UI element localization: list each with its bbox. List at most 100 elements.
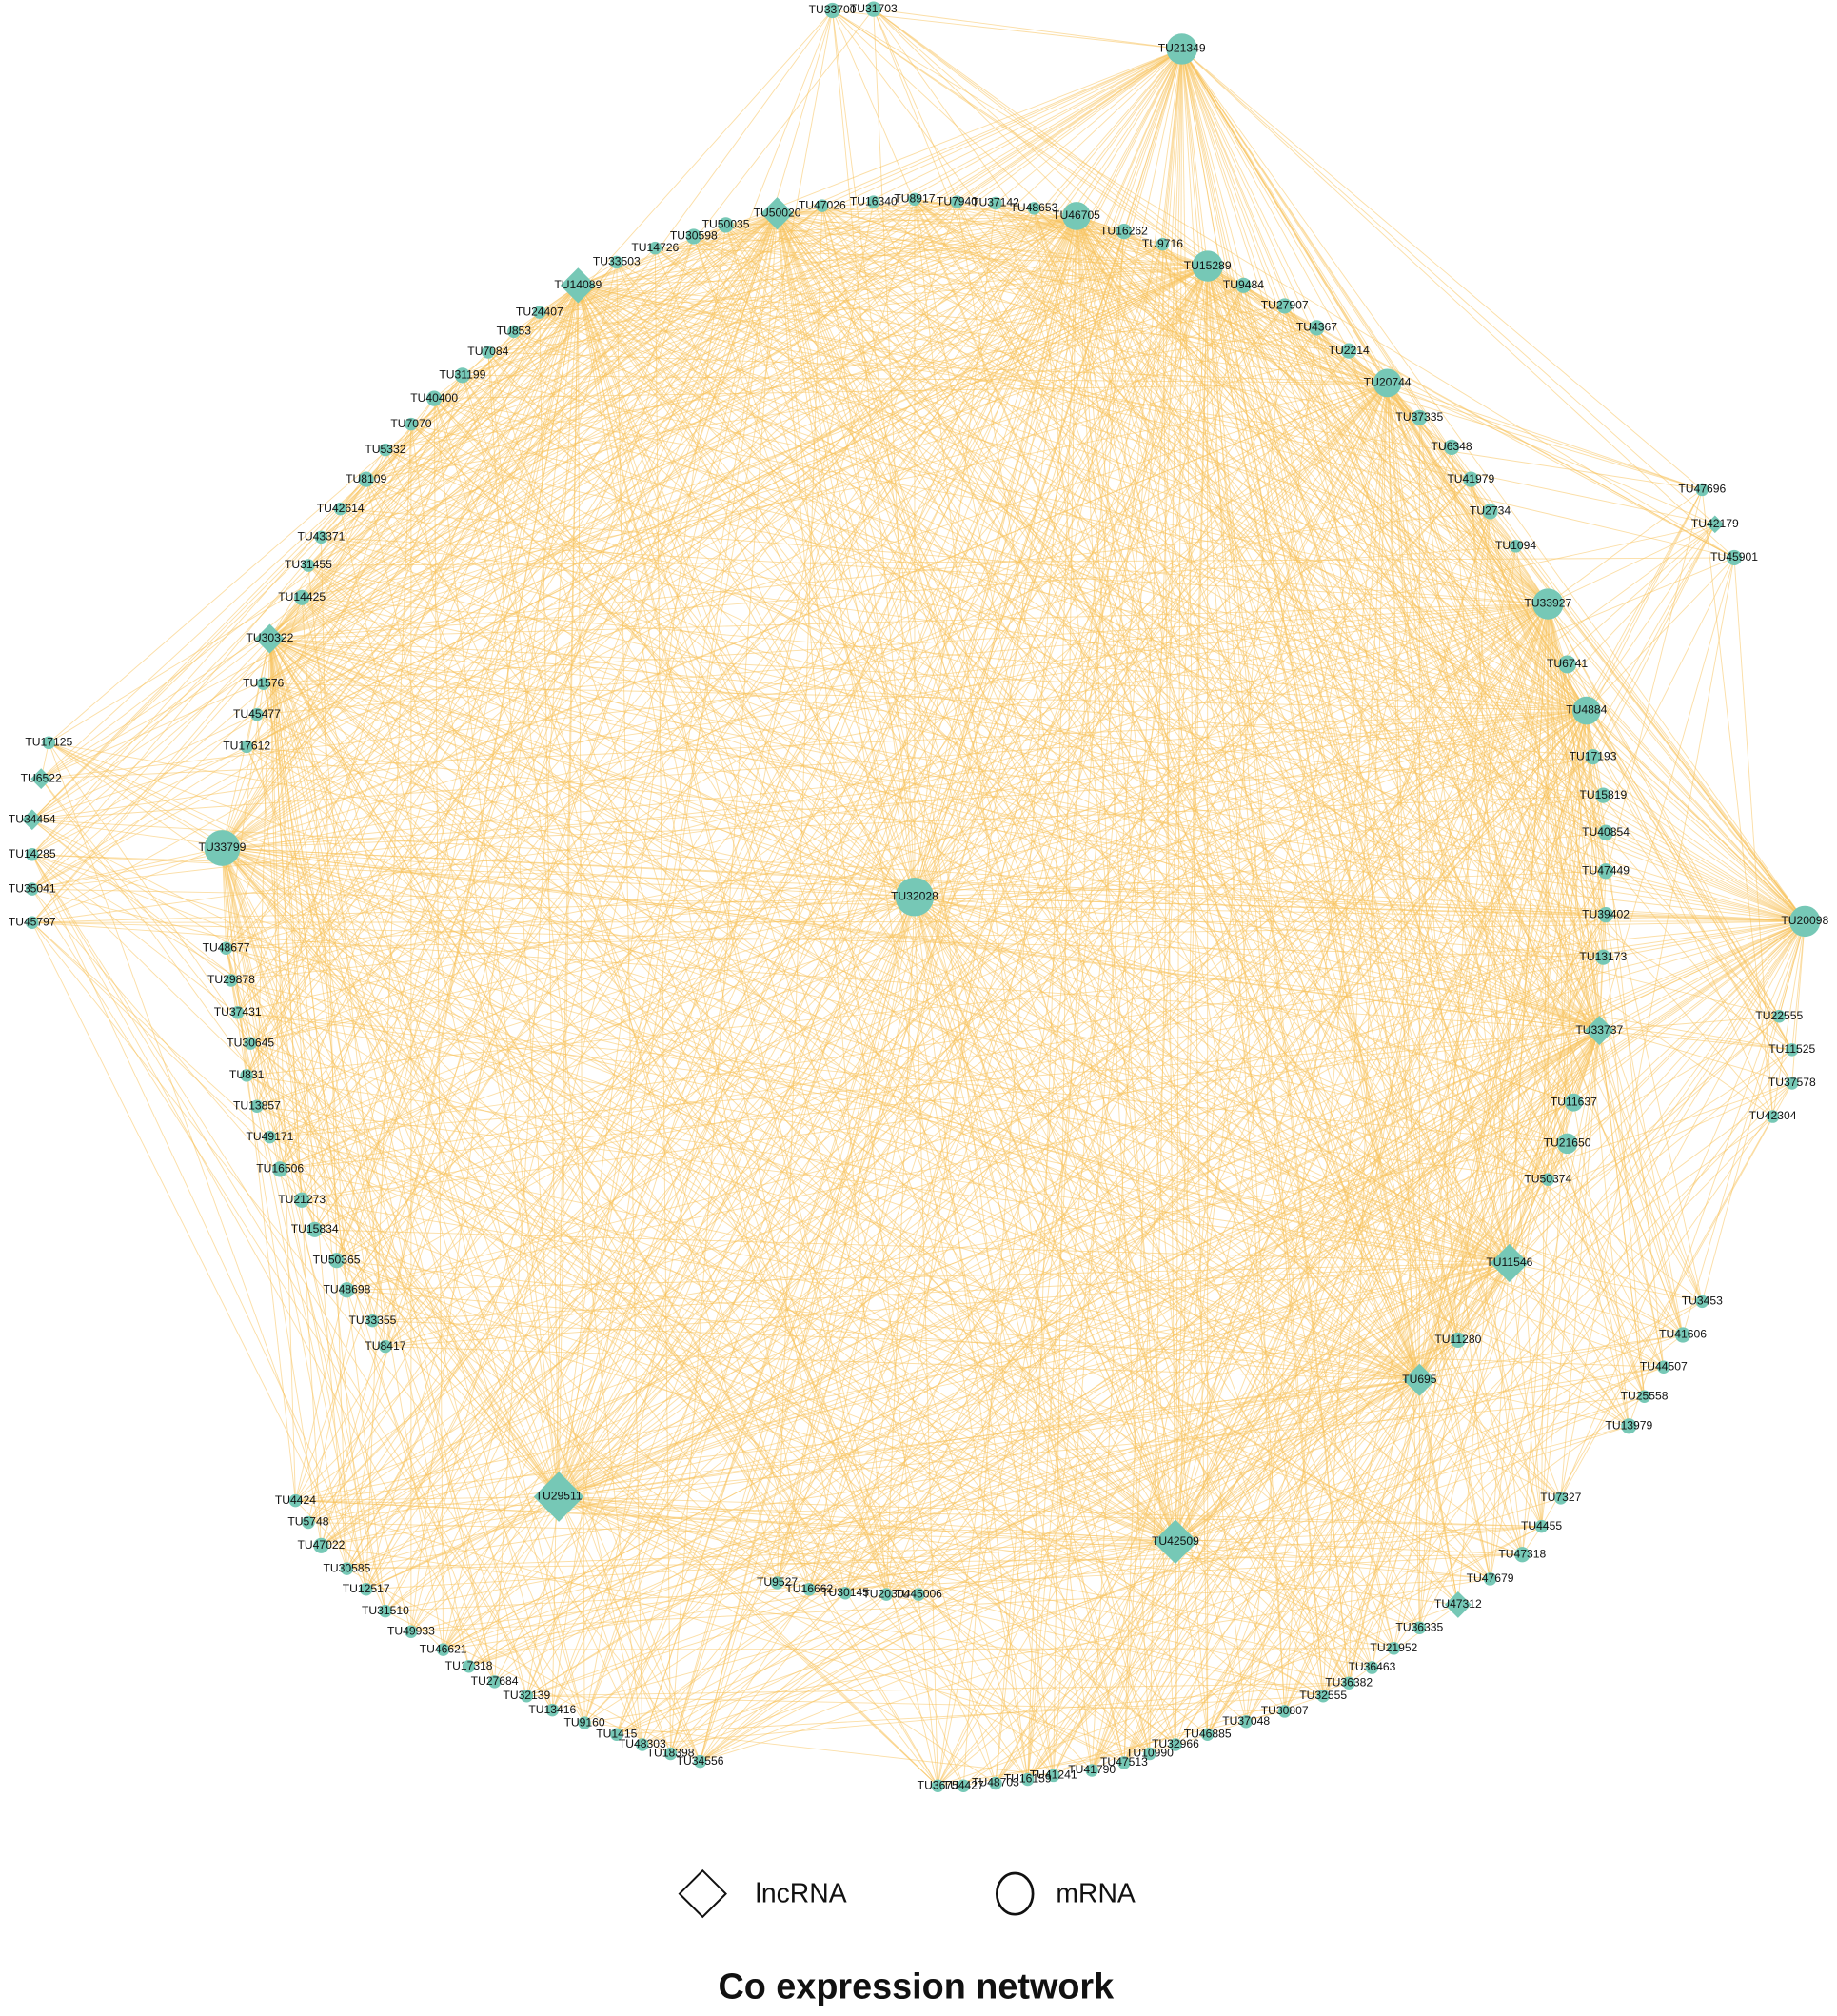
node-label: TU30585	[323, 1561, 370, 1574]
edge	[513, 330, 1806, 922]
node	[405, 417, 418, 431]
node	[636, 1738, 649, 1751]
node-label: TU12517	[343, 1582, 390, 1595]
edge	[777, 212, 1077, 217]
node	[1571, 696, 1601, 725]
edge	[336, 1259, 1176, 1543]
edge	[1175, 1082, 1793, 1543]
node-label: TU32966	[1152, 1737, 1199, 1750]
edge	[918, 1593, 1151, 1754]
edge	[434, 382, 1388, 400]
edge	[31, 479, 367, 856]
edge	[41, 710, 1587, 780]
edge	[1733, 557, 1773, 1117]
node	[908, 192, 921, 207]
edge	[222, 847, 1420, 1381]
edge	[577, 285, 1055, 1776]
edge	[31, 854, 386, 1611]
node-label: TU47513	[1100, 1755, 1148, 1769]
edge	[558, 1496, 643, 1746]
edge	[222, 847, 560, 1497]
node-label: TU47312	[1434, 1597, 1482, 1611]
node	[1387, 1642, 1401, 1655]
node	[358, 471, 374, 487]
node-label: TU47449	[1582, 863, 1630, 877]
node	[931, 1779, 944, 1792]
edge	[336, 383, 1388, 1261]
edge	[938, 1744, 1176, 1787]
edge	[914, 198, 1549, 604]
edge	[832, 10, 1588, 711]
edge	[279, 205, 823, 1170]
node	[1276, 298, 1293, 314]
edge	[487, 351, 643, 1746]
node-label: TU6522	[21, 771, 62, 784]
node	[1143, 1747, 1156, 1761]
edge	[268, 638, 585, 1724]
node-label: TU45477	[233, 707, 281, 721]
edge	[1027, 1262, 1511, 1780]
edge	[914, 603, 1549, 898]
edge	[1701, 920, 1806, 1302]
edge	[307, 1262, 1510, 1523]
node-label: TU41979	[1447, 472, 1494, 485]
edge	[443, 920, 1806, 1650]
node-label: TU3675	[918, 1778, 958, 1791]
edge	[1175, 489, 1703, 1542]
edge	[700, 1366, 1664, 1763]
edge	[340, 508, 1600, 1032]
node	[610, 1728, 623, 1741]
node	[816, 199, 829, 212]
edge	[222, 847, 1703, 1302]
edge	[269, 638, 1587, 712]
node	[895, 878, 935, 917]
edge	[222, 847, 303, 1200]
node	[1674, 1327, 1691, 1343]
edge	[1490, 511, 1665, 1368]
node-label: TU2214	[1329, 344, 1370, 357]
edge	[222, 847, 1664, 1368]
edge	[269, 638, 1029, 1780]
edge	[809, 920, 1806, 1591]
node	[1726, 549, 1743, 566]
edge	[247, 745, 1806, 922]
edge	[1091, 524, 1716, 1771]
edge	[222, 847, 1394, 1650]
node	[314, 530, 328, 544]
node-label: TU37578	[1768, 1076, 1816, 1089]
edge	[1091, 1541, 1176, 1771]
edge	[1598, 557, 1735, 1031]
node	[240, 1069, 253, 1082]
node-label: TU33799	[199, 840, 247, 854]
node-label: TU4455	[1521, 1519, 1562, 1532]
edge	[821, 205, 1588, 711]
edge	[269, 638, 1806, 922]
edge	[222, 597, 303, 849]
edge	[1509, 1262, 1543, 1527]
edge	[1181, 49, 1549, 1180]
node	[1706, 515, 1725, 534]
edge	[222, 847, 887, 1595]
node-label: TU40854	[1582, 825, 1630, 839]
node	[219, 941, 233, 955]
edge	[269, 203, 997, 640]
node	[1597, 824, 1614, 840]
edge	[340, 508, 916, 898]
edge	[873, 9, 1182, 49]
edge	[1207, 266, 1511, 1264]
edge	[1027, 231, 1125, 1780]
edge	[1034, 208, 1394, 1649]
edge	[1348, 383, 1389, 1684]
node-label: TU10990	[1126, 1747, 1174, 1760]
edge	[777, 212, 1806, 922]
edge	[336, 10, 834, 1261]
edge	[340, 49, 1182, 510]
edge	[777, 212, 1511, 1264]
node-label: TU17612	[223, 740, 270, 753]
node-label: TU27907	[1261, 299, 1309, 312]
edge	[777, 213, 1286, 1712]
edge	[539, 311, 1806, 922]
edge	[655, 247, 1208, 267]
edge	[578, 285, 1773, 1117]
edge	[268, 638, 373, 1321]
